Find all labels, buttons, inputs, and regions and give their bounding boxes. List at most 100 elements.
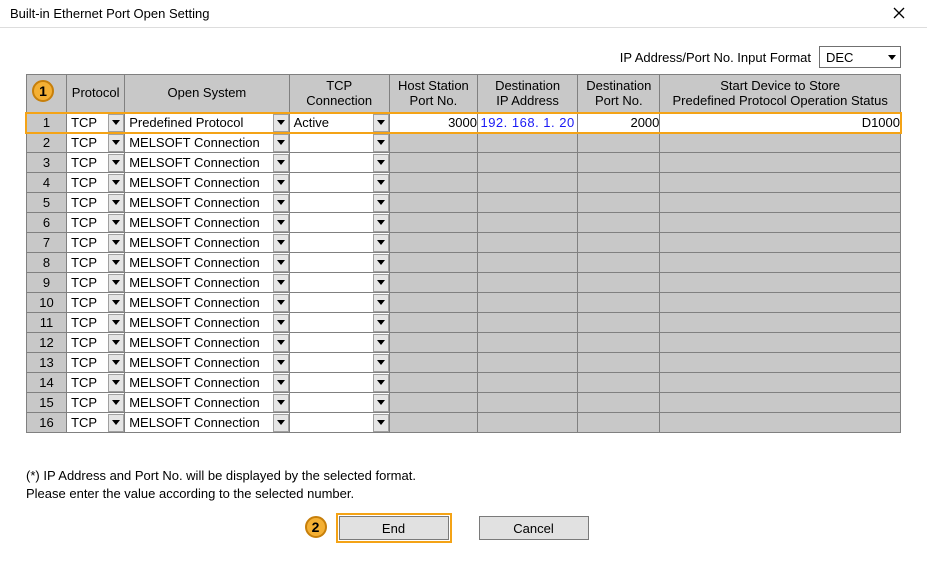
tcp-connection-select[interactable] xyxy=(289,273,389,293)
protocol-select[interactable]: TCP xyxy=(67,213,125,233)
chevron-down-icon xyxy=(108,274,124,292)
tcp-connection-select[interactable] xyxy=(289,153,389,173)
device-cell xyxy=(660,273,901,293)
dest-ip-cell xyxy=(477,333,577,353)
dest-ip-cell xyxy=(477,293,577,313)
tcp-connection-select[interactable] xyxy=(289,393,389,413)
chevron-down-icon xyxy=(108,214,124,232)
open-system-select[interactable]: MELSOFT Connection xyxy=(125,273,289,293)
tcp-connection-select[interactable] xyxy=(289,193,389,213)
dest-port-cell xyxy=(578,333,660,353)
dest-port-cell xyxy=(578,153,660,173)
chevron-down-icon xyxy=(273,234,289,252)
dest-ip-cell xyxy=(477,193,577,213)
chevron-down-icon xyxy=(108,394,124,412)
tcp-connection-select[interactable] xyxy=(289,333,389,353)
open-system-select[interactable]: MELSOFT Connection xyxy=(125,313,289,333)
tcp-connection-select[interactable] xyxy=(289,373,389,393)
open-system-select[interactable]: MELSOFT Connection xyxy=(125,233,289,253)
protocol-select[interactable]: TCP xyxy=(67,293,125,313)
tcp-connection-select[interactable] xyxy=(289,133,389,153)
table-row: 2TCPMELSOFT Connection xyxy=(27,133,901,153)
table-row: 5TCPMELSOFT Connection xyxy=(27,193,901,213)
select-value: MELSOFT Connection xyxy=(129,275,260,290)
chevron-down-icon xyxy=(108,314,124,332)
tcp-connection-select[interactable] xyxy=(289,353,389,373)
format-select[interactable]: DEC xyxy=(819,46,901,68)
open-system-select[interactable]: MELSOFT Connection xyxy=(125,413,289,433)
close-button[interactable] xyxy=(879,1,919,27)
protocol-select[interactable]: TCP xyxy=(67,233,125,253)
open-system-select[interactable]: MELSOFT Connection xyxy=(125,173,289,193)
chevron-down-icon xyxy=(373,234,389,252)
end-button[interactable]: End xyxy=(339,516,449,540)
dest-port-cell[interactable]: 2000 xyxy=(578,113,660,133)
protocol-select[interactable]: TCP xyxy=(67,333,125,353)
tcp-connection-select[interactable] xyxy=(289,313,389,333)
protocol-select[interactable]: TCP xyxy=(67,173,125,193)
open-system-select[interactable]: MELSOFT Connection xyxy=(125,353,289,373)
chevron-down-icon xyxy=(108,174,124,192)
host-port-cell[interactable]: 3000 xyxy=(389,113,477,133)
device-cell xyxy=(660,373,901,393)
host-port-cell xyxy=(389,313,477,333)
protocol-select[interactable]: TCP xyxy=(67,413,125,433)
chevron-down-icon xyxy=(373,274,389,292)
chevron-down-icon xyxy=(273,214,289,232)
device-cell[interactable]: D1000 xyxy=(660,113,901,133)
protocol-select[interactable]: TCP xyxy=(67,113,125,133)
open-system-select[interactable]: MELSOFT Connection xyxy=(125,213,289,233)
dest-port-cell xyxy=(578,193,660,213)
open-system-select[interactable]: MELSOFT Connection xyxy=(125,293,289,313)
select-value: TCP xyxy=(71,175,97,190)
tcp-connection-select[interactable] xyxy=(289,413,389,433)
chevron-down-icon xyxy=(273,374,289,392)
select-value: MELSOFT Connection xyxy=(129,415,260,430)
chevron-down-icon xyxy=(373,174,389,192)
open-system-select[interactable]: Predefined Protocol xyxy=(125,113,289,133)
open-system-select[interactable]: MELSOFT Connection xyxy=(125,333,289,353)
open-system-select[interactable]: MELSOFT Connection xyxy=(125,373,289,393)
select-value: TCP xyxy=(71,255,97,270)
protocol-select[interactable]: TCP xyxy=(67,193,125,213)
protocol-select[interactable]: TCP xyxy=(67,373,125,393)
select-value: TCP xyxy=(71,215,97,230)
protocol-select[interactable]: TCP xyxy=(67,253,125,273)
host-port-cell xyxy=(389,393,477,413)
row-number-cell: 2 xyxy=(27,133,67,153)
dest-ip-cell[interactable]: 192. 168. 1. 20 xyxy=(477,113,577,133)
dest-port-cell xyxy=(578,133,660,153)
dest-ip-cell xyxy=(477,233,577,253)
select-value: TCP xyxy=(71,275,97,290)
device-cell xyxy=(660,293,901,313)
protocol-select[interactable]: TCP xyxy=(67,313,125,333)
select-value: TCP xyxy=(71,355,97,370)
tcp-connection-select[interactable]: Active xyxy=(289,113,389,133)
protocol-select[interactable]: TCP xyxy=(67,353,125,373)
chevron-down-icon xyxy=(108,354,124,372)
protocol-select[interactable]: TCP xyxy=(67,153,125,173)
select-value: TCP xyxy=(71,375,97,390)
host-port-cell xyxy=(389,353,477,373)
tcp-connection-select[interactable] xyxy=(289,173,389,193)
cancel-button[interactable]: Cancel xyxy=(479,516,589,540)
open-system-select[interactable]: MELSOFT Connection xyxy=(125,133,289,153)
row-number-cell: 10 xyxy=(27,293,67,313)
open-system-select[interactable]: MELSOFT Connection xyxy=(125,153,289,173)
open-system-select[interactable]: MELSOFT Connection xyxy=(125,393,289,413)
protocol-select[interactable]: TCP xyxy=(67,273,125,293)
chevron-down-icon xyxy=(373,294,389,312)
open-system-select[interactable]: MELSOFT Connection xyxy=(125,193,289,213)
dest-ip-cell xyxy=(477,153,577,173)
open-system-select[interactable]: MELSOFT Connection xyxy=(125,253,289,273)
tcp-connection-select[interactable] xyxy=(289,293,389,313)
tcp-connection-select[interactable] xyxy=(289,213,389,233)
protocol-select[interactable]: TCP xyxy=(67,133,125,153)
host-port-cell xyxy=(389,193,477,213)
col-header-dest-port: DestinationPort No. xyxy=(578,75,660,113)
tcp-connection-select[interactable] xyxy=(289,233,389,253)
tcp-connection-select[interactable] xyxy=(289,253,389,273)
dest-ip-cell xyxy=(477,413,577,433)
device-cell xyxy=(660,393,901,413)
protocol-select[interactable]: TCP xyxy=(67,393,125,413)
